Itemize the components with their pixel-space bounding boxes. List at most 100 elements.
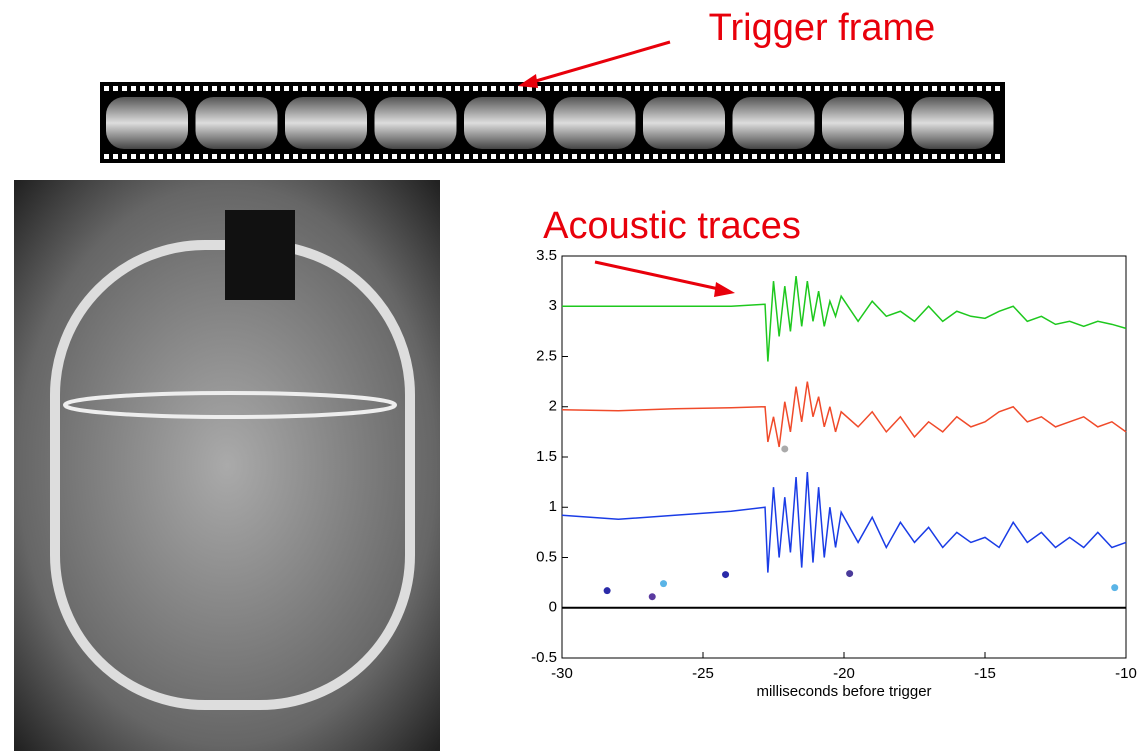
perforation: [743, 154, 748, 159]
perforation: [203, 154, 208, 159]
perforation: [878, 154, 883, 159]
perforation: [320, 86, 325, 91]
perforation: [815, 154, 820, 159]
perforation: [329, 86, 334, 91]
perforation: [851, 154, 856, 159]
perforation: [356, 86, 361, 91]
plot: -0.5 0 0.5 1 1.5 2 2.5 3 3.5 -30 -25 -20 -15 -10: [531, 247, 1137, 682]
perforation: [545, 86, 550, 91]
perforation: [149, 86, 154, 91]
film-frame: [106, 97, 188, 149]
annotation: Acoustic traces: [543, 205, 801, 247]
perforation: [545, 154, 550, 159]
perforation: [491, 154, 496, 159]
perforation: [248, 86, 253, 91]
perforation: [662, 86, 667, 91]
perforation: [104, 154, 109, 159]
perforation: [842, 86, 847, 91]
perforation: [572, 154, 577, 159]
perforation: [482, 86, 487, 91]
x-tick-label: -25: [692, 665, 714, 682]
perforation: [392, 154, 397, 159]
perforation: [257, 86, 262, 91]
perforation: [221, 86, 226, 91]
perforation: [473, 86, 478, 91]
perforation: [347, 86, 352, 91]
perforation: [284, 154, 289, 159]
perforation: [131, 154, 136, 159]
perforation: [230, 154, 235, 159]
perforation: [680, 154, 685, 159]
perforation: [788, 86, 793, 91]
annotation: Trigger frame: [709, 7, 936, 49]
perforation: [662, 154, 667, 159]
perforation: [905, 86, 910, 91]
film-frame: [643, 97, 725, 149]
perforation: [914, 154, 919, 159]
perforation: [716, 154, 721, 159]
event-dot: [846, 570, 854, 578]
perforation: [932, 154, 937, 159]
film-frame: [553, 97, 636, 149]
perforation: [968, 154, 973, 159]
perforation: [797, 154, 802, 159]
perforation: [941, 154, 946, 159]
perforation: [482, 154, 487, 159]
perforation: [779, 154, 784, 159]
perforation: [752, 86, 757, 91]
perforation: [500, 154, 505, 159]
perforation: [608, 154, 613, 159]
perforation: [725, 86, 730, 91]
perforation: [347, 154, 352, 159]
perforation: [725, 154, 730, 159]
perforation: [977, 86, 982, 91]
perforation: [383, 154, 388, 159]
perforation: [698, 154, 703, 159]
perforation: [266, 154, 271, 159]
perforation: [401, 86, 406, 91]
perforation: [473, 154, 478, 159]
perforation: [806, 154, 811, 159]
perforation: [383, 86, 388, 91]
perforation: [959, 86, 964, 91]
perforation: [833, 86, 838, 91]
perforation: [707, 86, 712, 91]
perforation: [536, 86, 541, 91]
perforation: [320, 154, 325, 159]
x-tick-label: -30: [551, 665, 573, 682]
y-tick-label: 0.5: [536, 548, 557, 565]
perforation: [635, 86, 640, 91]
perforation: [797, 86, 802, 91]
perforation: [293, 154, 298, 159]
event-dot: [722, 571, 730, 579]
perforation: [851, 86, 856, 91]
perforation: [932, 86, 937, 91]
film-frame: [911, 97, 994, 149]
perforation: [464, 154, 469, 159]
perforation: [959, 154, 964, 159]
perforation: [842, 154, 847, 159]
perforation: [239, 154, 244, 159]
perforation: [311, 86, 316, 91]
meniscus: [63, 391, 397, 419]
film-frame: [464, 97, 546, 149]
perforation: [869, 86, 874, 91]
perforation: [185, 154, 190, 159]
perforation: [338, 154, 343, 159]
perforation: [275, 154, 280, 159]
perforation: [554, 154, 559, 159]
perforation: [806, 86, 811, 91]
perforation: [131, 86, 136, 91]
perforation: [509, 86, 514, 91]
perforation: [500, 86, 505, 91]
arrow: [594, 260, 729, 293]
perforation: [635, 154, 640, 159]
y-tick-label: 1.5: [536, 448, 557, 465]
perforation: [212, 154, 217, 159]
perforation: [410, 86, 415, 91]
perforation: [437, 154, 442, 159]
trace: [561, 472, 1127, 573]
y-tick-label: -0.5: [531, 649, 557, 666]
y-tick-label: 1: [549, 498, 557, 515]
perforation: [896, 154, 901, 159]
